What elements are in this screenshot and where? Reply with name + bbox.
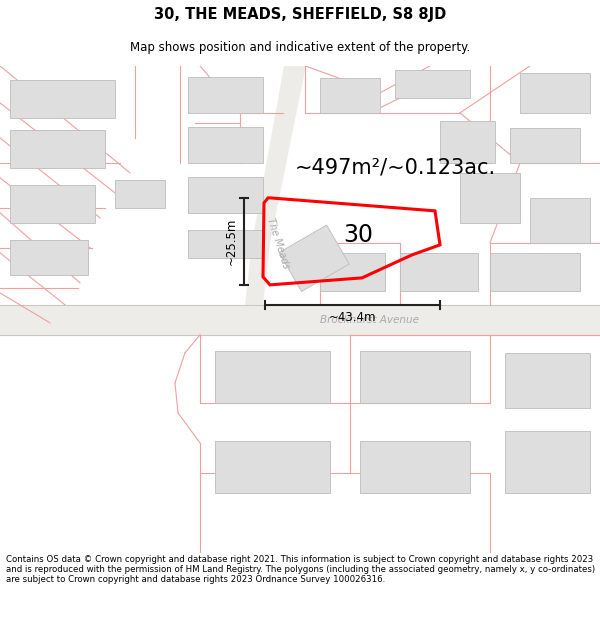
Polygon shape bbox=[245, 243, 270, 305]
Bar bbox=[10, 185, 95, 223]
Bar bbox=[0, 305, 600, 335]
Bar bbox=[188, 177, 263, 213]
Bar bbox=[360, 351, 470, 403]
Text: The Meads: The Meads bbox=[265, 216, 291, 269]
Text: ~43.4m: ~43.4m bbox=[329, 311, 376, 324]
Bar bbox=[400, 253, 478, 291]
Text: ~497m²/~0.123ac.: ~497m²/~0.123ac. bbox=[295, 158, 496, 178]
Bar bbox=[505, 353, 590, 408]
Bar bbox=[188, 230, 263, 258]
Bar bbox=[320, 78, 380, 113]
Text: 30, THE MEADS, SHEFFIELD, S8 8JD: 30, THE MEADS, SHEFFIELD, S8 8JD bbox=[154, 7, 446, 22]
Bar bbox=[510, 128, 580, 163]
Bar bbox=[360, 441, 470, 493]
Bar bbox=[10, 130, 105, 168]
Bar bbox=[279, 225, 349, 291]
Bar bbox=[460, 173, 520, 223]
Polygon shape bbox=[252, 66, 306, 243]
Bar bbox=[10, 80, 115, 118]
Bar bbox=[520, 73, 590, 113]
Bar bbox=[530, 198, 590, 243]
Text: ~25.5m: ~25.5m bbox=[225, 217, 238, 265]
Text: Map shows position and indicative extent of the property.: Map shows position and indicative extent… bbox=[130, 41, 470, 54]
Text: 30: 30 bbox=[343, 223, 373, 247]
Bar bbox=[440, 121, 495, 163]
Bar bbox=[10, 240, 88, 275]
Bar bbox=[188, 77, 263, 113]
Bar bbox=[395, 70, 470, 98]
Bar bbox=[490, 253, 580, 291]
Bar bbox=[505, 431, 590, 493]
Bar bbox=[320, 253, 385, 291]
Text: Contains OS data © Crown copyright and database right 2021. This information is : Contains OS data © Crown copyright and d… bbox=[6, 554, 595, 584]
Bar bbox=[215, 351, 330, 403]
Bar bbox=[215, 441, 330, 493]
Bar bbox=[115, 180, 165, 208]
Bar bbox=[188, 127, 263, 163]
Text: Brockhurst Avenue: Brockhurst Avenue bbox=[320, 315, 419, 325]
